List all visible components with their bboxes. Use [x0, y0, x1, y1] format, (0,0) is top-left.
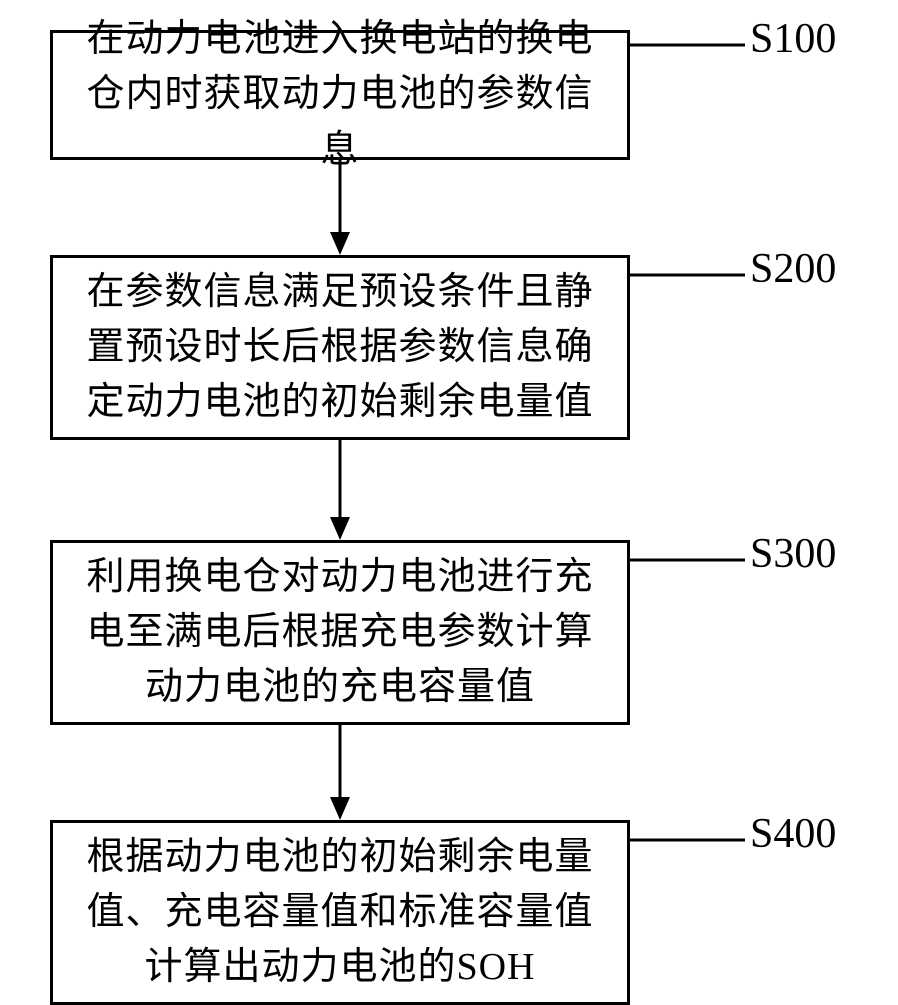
step-text-s200: 在参数信息满足预设条件且静置预设时长后根据参数信息确定动力电池的初始剩余电量值 — [73, 265, 607, 430]
step-box-s400: 根据动力电池的初始剩余电量值、充电容量值和标准容量值计算出动力电池的SOH — [50, 820, 630, 1005]
arrow-s200-s300 — [320, 440, 360, 540]
step-box-s300: 利用换电仓对动力电池进行充电至满电后根据充电参数计算动力电池的充电容量值 — [50, 540, 630, 725]
leader-line-s100 — [630, 40, 750, 50]
step-box-s100: 在动力电池进入换电站的换电仓内时获取动力电池的参数信息 — [50, 30, 630, 160]
step-label-s200: S200 — [750, 245, 836, 293]
leader-line-s400 — [630, 835, 750, 845]
step-box-s200: 在参数信息满足预设条件且静置预设时长后根据参数信息确定动力电池的初始剩余电量值 — [50, 255, 630, 440]
step-label-s300: S300 — [750, 530, 836, 578]
leader-line-s200 — [630, 270, 750, 280]
arrow-s300-s400 — [320, 725, 360, 820]
step-text-s400: 根据动力电池的初始剩余电量值、充电容量值和标准容量值计算出动力电池的SOH — [73, 830, 607, 995]
leader-line-s300 — [630, 555, 750, 565]
step-label-s400: S400 — [750, 810, 836, 858]
step-text-s300: 利用换电仓对动力电池进行充电至满电后根据充电参数计算动力电池的充电容量值 — [73, 550, 607, 715]
step-text-s100: 在动力电池进入换电站的换电仓内时获取动力电池的参数信息 — [73, 12, 607, 177]
flowchart-canvas: 在动力电池进入换电站的换电仓内时获取动力电池的参数信息 S100 在参数信息满足… — [0, 0, 898, 1000]
step-label-s100: S100 — [750, 15, 836, 63]
